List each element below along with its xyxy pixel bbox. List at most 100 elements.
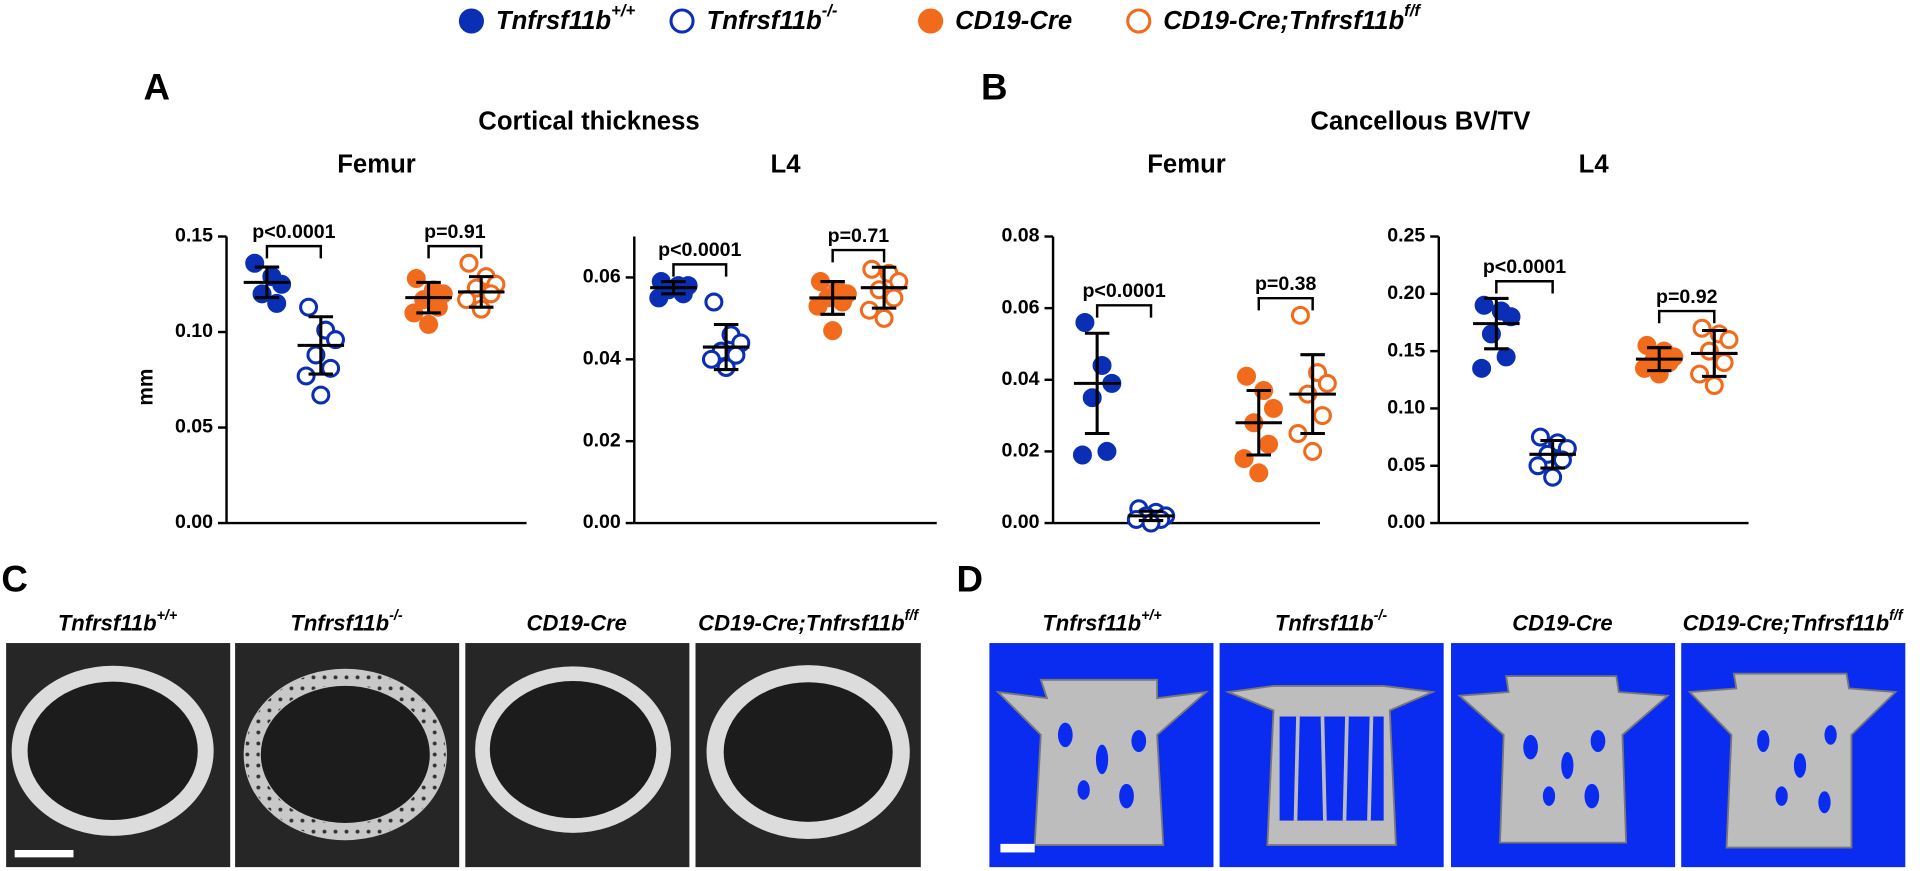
data-point [874,308,894,328]
genotype-name: CD19-Cre;Tnfrsf11b [698,611,904,636]
data-point [1704,376,1724,396]
y-tick-label: 0.00 [583,511,621,533]
genotype-superscript: f/f [905,608,920,624]
data-point [1249,463,1269,483]
p-value: p<0.0001 [1483,256,1566,278]
legend-marker [1126,8,1152,34]
significance-bracket [265,244,323,259]
panel-label: C [1,559,28,600]
genotype-label: Tnfrsf11b-/- [707,1,838,35]
chart-title: Femur [1147,150,1226,178]
data-point [459,253,479,273]
genotype-label: Tnfrsf11b+/+ [496,1,636,35]
bone-ring [706,665,910,839]
render-image [1219,643,1444,868]
genotype-superscript: f/f [1404,1,1421,20]
data-point [296,366,316,386]
data-point [481,284,501,304]
data-point [1263,398,1283,418]
data-point [1528,456,1548,476]
y-tick-label: 0.06 [583,266,621,288]
p-value: p=0.91 [424,221,486,243]
data-point [406,269,426,289]
scale-bar [14,849,74,858]
y-tick-label: 0.04 [583,347,621,369]
y-tick-label: 0.05 [1387,454,1425,476]
significance-bracket [831,248,886,263]
y-tick-label: 0.25 [1387,225,1425,247]
data-point [1692,318,1712,338]
data-point [311,385,331,405]
genotype-label: Tnfrsf11b+/+ [58,608,178,636]
data-point [1530,427,1550,447]
genotype-name: CD19-Cre [955,7,1072,35]
data-point [326,330,345,350]
legend-marker [458,8,484,34]
p-value: p=0.92 [1656,286,1718,308]
genotype-name: CD19-Cre;Tnfrsf11b [1163,7,1404,35]
render-image [1681,643,1906,868]
p-value: p=0.38 [1255,273,1317,295]
genotype-name: CD19-Cre;Tnfrsf11b [1683,611,1889,636]
significance-bracket [427,244,483,259]
genotype-label: CD19-Cre;Tnfrsf11bf/f [1683,608,1904,636]
y-tick-label: 0.00 [175,511,213,533]
y-tick-label: 0.06 [1001,296,1039,318]
genotype-superscript: -/- [1374,608,1388,624]
chart-title: L4 [1579,150,1610,178]
y-tick-label: 0.02 [1001,440,1039,462]
genotype-name: Tnfrsf11b [1042,611,1141,636]
p-value: p<0.0001 [1082,280,1165,302]
genotype-name: CD19-Cre [527,611,627,636]
data-point [299,297,319,317]
y-tick-label: 0.00 [1387,511,1425,533]
genotype-name: CD19-Cre [1512,611,1612,636]
scale-bar [1000,843,1035,853]
data-point [808,296,828,316]
panel-label: A [143,66,170,107]
y-axis-label: mm [134,369,157,406]
data-point [884,288,904,308]
genotype-name: Tnfrsf11b [290,611,389,636]
legend-marker [669,8,695,34]
significance-bracket [1495,280,1554,294]
genotype-label: CD19-Cre;Tnfrsf11bf/f [1163,1,1421,35]
genotype-superscript: -/- [389,608,403,624]
data-point [1097,441,1117,461]
y-tick-label: 0.04 [1001,368,1039,390]
data-point [321,358,341,378]
data-point [1543,467,1563,487]
genotype-label: Tnfrsf11b+/+ [1042,608,1162,636]
data-point [272,274,292,294]
data-point [1259,434,1279,454]
data-point [1072,445,1092,465]
genotype-label: CD19-Cre [1512,611,1612,636]
data-point [1075,312,1095,332]
chart-title: L4 [771,150,802,178]
chart-title: Femur [337,150,416,178]
genotype-name: Tnfrsf11b [707,7,822,35]
data-point [701,349,721,369]
p-value: p<0.0001 [658,239,741,261]
legend-marker [918,8,944,34]
bone-pores [244,669,446,839]
y-tick-label: 0.08 [1001,225,1039,247]
data-point [1234,449,1254,469]
ct-images [6,643,921,868]
y-tick-label: 0.20 [1387,282,1425,304]
significance-bracket [672,263,728,277]
data-point [889,272,909,292]
data-point [457,290,477,310]
genotype-name: Tnfrsf11b [1275,611,1374,636]
significance-bracket [1657,309,1716,324]
y-tick-label: 0.15 [175,225,213,247]
genotype-superscript: f/f [1889,608,1904,624]
data-point [1690,364,1710,384]
genotype-label: Tnfrsf11b-/- [290,608,402,636]
data-point [1237,366,1257,386]
group-title: Cortical thickness [478,107,699,135]
data-point [1472,358,1492,378]
genotype-label: CD19-Cre [527,611,627,636]
